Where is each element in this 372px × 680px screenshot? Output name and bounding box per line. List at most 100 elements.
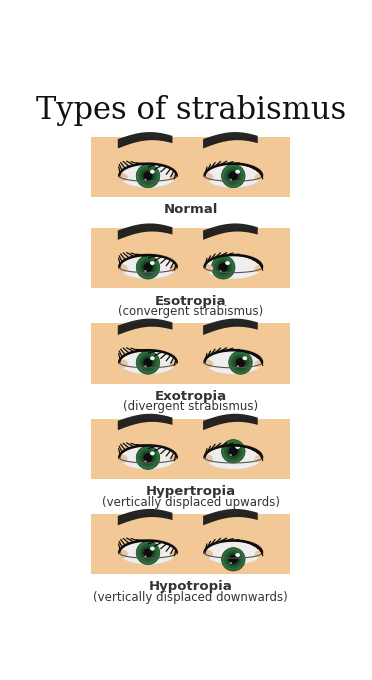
- Text: Esotropia: Esotropia: [155, 294, 227, 307]
- Ellipse shape: [119, 162, 177, 183]
- Ellipse shape: [119, 443, 177, 464]
- Ellipse shape: [169, 456, 177, 462]
- Ellipse shape: [254, 551, 263, 558]
- Ellipse shape: [205, 541, 262, 564]
- Ellipse shape: [205, 254, 262, 275]
- Text: (vertically displaced downwards): (vertically displaced downwards): [93, 591, 288, 604]
- Ellipse shape: [119, 254, 177, 275]
- Ellipse shape: [119, 351, 177, 374]
- Ellipse shape: [144, 556, 147, 558]
- Ellipse shape: [150, 452, 155, 456]
- Text: (divergent strabismus): (divergent strabismus): [123, 401, 258, 413]
- Ellipse shape: [203, 550, 213, 558]
- Ellipse shape: [119, 348, 177, 369]
- Bar: [92, 514, 290, 574]
- Ellipse shape: [243, 356, 247, 360]
- Ellipse shape: [136, 351, 160, 374]
- Ellipse shape: [224, 167, 243, 185]
- Ellipse shape: [254, 360, 263, 367]
- Bar: [92, 419, 290, 479]
- Text: Normal: Normal: [163, 203, 218, 216]
- Ellipse shape: [119, 541, 177, 564]
- Ellipse shape: [118, 360, 128, 368]
- Ellipse shape: [118, 550, 128, 558]
- Ellipse shape: [141, 546, 155, 560]
- Ellipse shape: [119, 165, 177, 188]
- Ellipse shape: [143, 358, 153, 367]
- Ellipse shape: [227, 169, 240, 183]
- Ellipse shape: [139, 258, 157, 277]
- Ellipse shape: [141, 451, 155, 464]
- Ellipse shape: [205, 351, 262, 374]
- Ellipse shape: [236, 358, 245, 367]
- Ellipse shape: [150, 547, 155, 551]
- Ellipse shape: [205, 348, 262, 369]
- Ellipse shape: [225, 261, 230, 265]
- Ellipse shape: [217, 260, 230, 274]
- Ellipse shape: [119, 539, 177, 560]
- Ellipse shape: [237, 365, 239, 367]
- Ellipse shape: [205, 165, 262, 188]
- Ellipse shape: [203, 360, 213, 368]
- Ellipse shape: [205, 256, 262, 279]
- Ellipse shape: [139, 449, 157, 467]
- Ellipse shape: [169, 551, 177, 558]
- Ellipse shape: [143, 262, 153, 272]
- Ellipse shape: [118, 455, 128, 463]
- Ellipse shape: [254, 456, 263, 462]
- Ellipse shape: [144, 460, 147, 462]
- Ellipse shape: [118, 173, 128, 182]
- Ellipse shape: [254, 265, 263, 272]
- Ellipse shape: [222, 165, 245, 188]
- Ellipse shape: [234, 356, 247, 369]
- Text: Hypertropia: Hypertropia: [145, 485, 236, 498]
- Ellipse shape: [141, 169, 155, 183]
- Ellipse shape: [169, 265, 177, 272]
- Ellipse shape: [203, 265, 213, 273]
- Ellipse shape: [227, 553, 240, 566]
- Ellipse shape: [169, 173, 177, 181]
- Text: Exotropia: Exotropia: [155, 390, 227, 403]
- Ellipse shape: [254, 173, 263, 181]
- Ellipse shape: [219, 270, 222, 272]
- Ellipse shape: [224, 442, 243, 460]
- Ellipse shape: [203, 173, 213, 182]
- Ellipse shape: [150, 356, 155, 360]
- Text: Types of strabismus: Types of strabismus: [35, 95, 346, 126]
- Ellipse shape: [235, 445, 240, 449]
- Ellipse shape: [229, 171, 238, 181]
- Text: (vertically displaced upwards): (vertically displaced upwards): [102, 496, 280, 509]
- Ellipse shape: [119, 446, 177, 469]
- Ellipse shape: [222, 547, 245, 571]
- Ellipse shape: [141, 260, 155, 274]
- Bar: [92, 137, 290, 197]
- Ellipse shape: [203, 455, 213, 463]
- Ellipse shape: [235, 170, 240, 173]
- Ellipse shape: [205, 443, 262, 464]
- Bar: [92, 228, 290, 288]
- Ellipse shape: [118, 265, 128, 273]
- Ellipse shape: [205, 539, 262, 560]
- Ellipse shape: [219, 262, 228, 272]
- Text: Hypotropia: Hypotropia: [149, 580, 232, 593]
- Ellipse shape: [169, 360, 177, 367]
- Ellipse shape: [143, 453, 153, 462]
- Ellipse shape: [229, 447, 238, 456]
- Ellipse shape: [139, 543, 157, 562]
- Bar: [92, 324, 290, 384]
- Ellipse shape: [224, 550, 243, 568]
- Ellipse shape: [139, 354, 157, 372]
- Ellipse shape: [230, 454, 232, 456]
- Ellipse shape: [144, 179, 147, 181]
- Ellipse shape: [229, 351, 252, 374]
- Ellipse shape: [235, 553, 240, 557]
- Ellipse shape: [144, 365, 147, 367]
- Ellipse shape: [136, 541, 160, 564]
- Ellipse shape: [227, 445, 240, 458]
- Ellipse shape: [136, 446, 160, 469]
- Ellipse shape: [230, 179, 232, 181]
- Ellipse shape: [211, 256, 235, 279]
- Ellipse shape: [136, 256, 160, 279]
- Ellipse shape: [231, 354, 250, 372]
- Ellipse shape: [136, 165, 160, 188]
